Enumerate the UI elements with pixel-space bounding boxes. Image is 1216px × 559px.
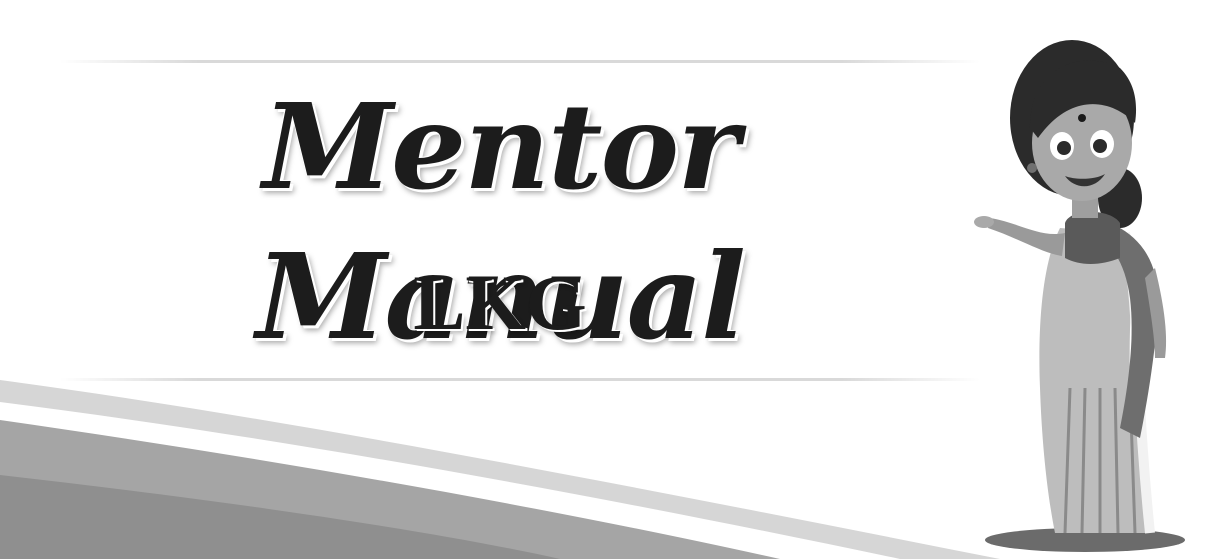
- teacher-in-saree-illustration: [974, 40, 1185, 552]
- top-divider: [60, 60, 980, 63]
- cover-subtitle: LKG: [413, 259, 587, 346]
- bottom-divider: [60, 378, 980, 381]
- decorative-swoosh: [0, 380, 1000, 559]
- cover-title: Mentor Manual: [256, 77, 746, 366]
